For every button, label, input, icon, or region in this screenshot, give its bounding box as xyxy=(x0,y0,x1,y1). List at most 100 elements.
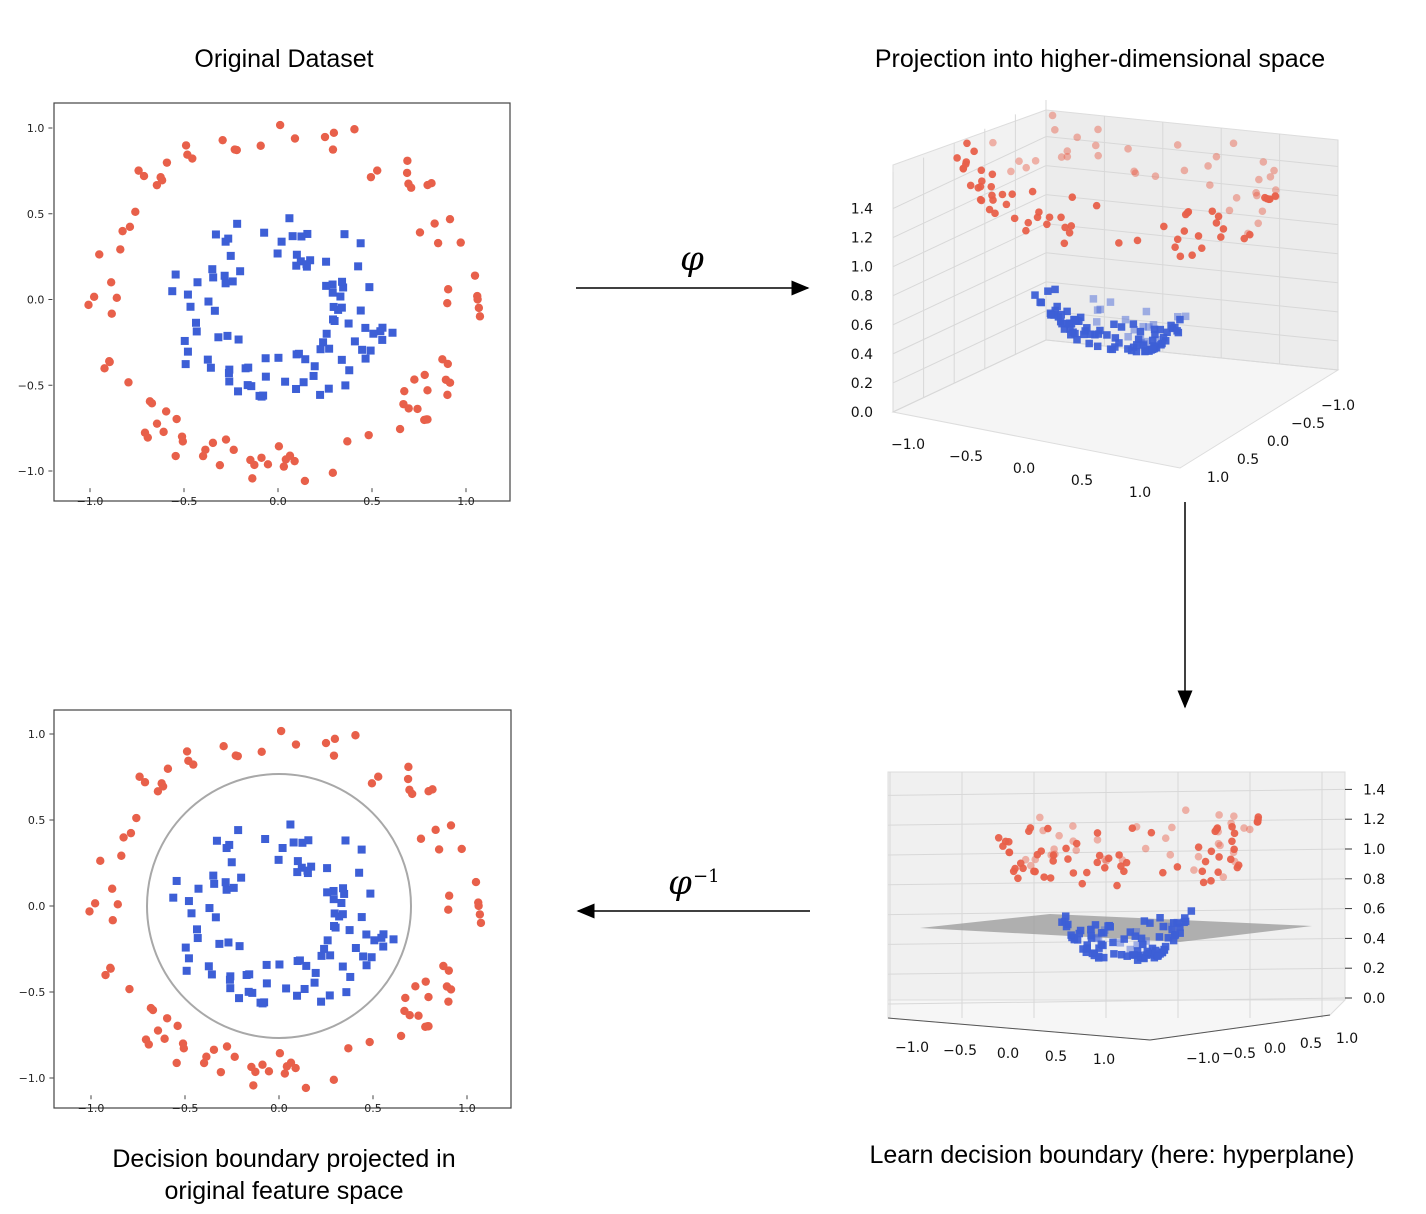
outer-point xyxy=(1046,874,1055,882)
inner-point xyxy=(274,855,283,864)
x-tick-label: −1.0 xyxy=(77,495,104,508)
outer-point xyxy=(1063,147,1072,155)
title-learn-boundary: Learn decision boundary (here: hyperplan… xyxy=(869,1141,1355,1169)
outer-point xyxy=(1160,222,1168,231)
inner-point xyxy=(225,377,234,386)
inner-point xyxy=(1079,945,1087,953)
inner-point xyxy=(182,966,191,975)
outer-point xyxy=(208,438,218,448)
inner-point xyxy=(184,954,193,963)
x-tick-label: 1.0 xyxy=(458,1102,476,1115)
outer-point xyxy=(1244,229,1252,238)
inner-point xyxy=(1093,306,1102,314)
inner-point xyxy=(322,257,331,266)
outer-point xyxy=(1069,822,1077,830)
x-tick-label: −0.5 xyxy=(172,1102,199,1115)
outer-point xyxy=(275,120,285,130)
outer-point xyxy=(1161,834,1170,843)
outer-point xyxy=(1266,173,1275,181)
inner-point xyxy=(1092,318,1101,326)
outer-point xyxy=(1214,839,1223,848)
outer-point xyxy=(989,196,997,204)
grid-line xyxy=(892,252,1047,326)
outer-point xyxy=(1015,157,1023,165)
inner-point xyxy=(1086,330,1095,338)
inner-point xyxy=(370,936,379,945)
outer-point xyxy=(1219,873,1228,881)
outer-point xyxy=(1229,139,1238,148)
outer-point xyxy=(89,292,99,302)
outer-point xyxy=(300,476,310,486)
outer-point xyxy=(1151,172,1160,180)
inner-point xyxy=(341,836,350,845)
y-tick-label: −0.5 xyxy=(18,379,45,392)
outer-point xyxy=(85,907,94,916)
outer-point xyxy=(189,760,198,769)
inner-point xyxy=(1083,324,1091,332)
inner-point xyxy=(1136,327,1145,336)
outer-point xyxy=(1033,213,1042,222)
z-tick-label: 1.4 xyxy=(851,202,873,218)
outer-point xyxy=(329,1075,339,1085)
outer-point xyxy=(1159,868,1167,877)
outer-point xyxy=(1051,126,1059,134)
inner-point xyxy=(1099,941,1107,950)
outer-point xyxy=(199,1058,209,1068)
outer-point xyxy=(1211,827,1220,836)
inner-point xyxy=(346,972,355,981)
inner-point xyxy=(258,999,267,1008)
outer-point xyxy=(439,961,448,971)
outer-point xyxy=(443,298,452,308)
outer-point xyxy=(1206,181,1214,189)
outer-point xyxy=(1271,186,1280,194)
outer-point xyxy=(1255,175,1263,184)
inner-point xyxy=(168,287,177,296)
y-tick-label: 0.5 xyxy=(28,814,46,827)
outer-point xyxy=(1072,839,1081,848)
y-axis-line xyxy=(1149,1014,1331,1041)
outer-point xyxy=(329,128,339,138)
outer-point xyxy=(1100,863,1109,872)
inner-point xyxy=(273,249,282,258)
grid-line xyxy=(887,908,1346,916)
outer-point xyxy=(1228,823,1236,831)
outer-point xyxy=(1198,867,1207,876)
outer-point xyxy=(160,1034,169,1043)
inner-point xyxy=(1133,941,1141,949)
outer-point xyxy=(257,747,266,756)
outer-point xyxy=(1141,844,1150,853)
inner-point xyxy=(233,219,242,228)
outer-point xyxy=(1227,819,1235,828)
inner-point xyxy=(215,939,224,948)
z-tick-label: 0.4 xyxy=(851,347,873,363)
outer-point xyxy=(434,845,444,854)
inner-point xyxy=(1060,325,1069,333)
outer-point xyxy=(1234,861,1243,870)
grid-line xyxy=(892,136,1047,209)
inner-point xyxy=(1116,939,1125,947)
projected-boundary-plot: −1.0 −0.5 0.0 0.5 1.0 1.0 0.5 0.0 −0.5 −1.0 xyxy=(19,709,512,1115)
outer-point xyxy=(107,309,116,318)
outer-point xyxy=(112,293,121,303)
outer-point xyxy=(475,312,485,321)
outer-point xyxy=(1180,166,1189,175)
inner-point xyxy=(361,323,370,332)
outer-point xyxy=(1252,189,1260,197)
outer-point xyxy=(106,964,115,973)
outer-point xyxy=(396,1031,406,1041)
title-projection: Projection into higher-dimensional space xyxy=(874,45,1326,73)
outer-point xyxy=(229,445,238,455)
inner-point xyxy=(1124,345,1132,353)
outer-point xyxy=(1216,841,1224,850)
inner-point xyxy=(244,363,253,372)
inner-point xyxy=(1094,933,1103,942)
inner-point xyxy=(1057,310,1065,319)
outer-point xyxy=(1147,828,1156,837)
inner-point xyxy=(338,277,347,286)
outer-point xyxy=(1253,191,1261,200)
outer-point xyxy=(1082,868,1091,877)
inner-point xyxy=(1126,928,1135,936)
inner-point xyxy=(289,838,298,847)
outer-point xyxy=(1166,851,1175,859)
inner-point xyxy=(1129,320,1138,328)
